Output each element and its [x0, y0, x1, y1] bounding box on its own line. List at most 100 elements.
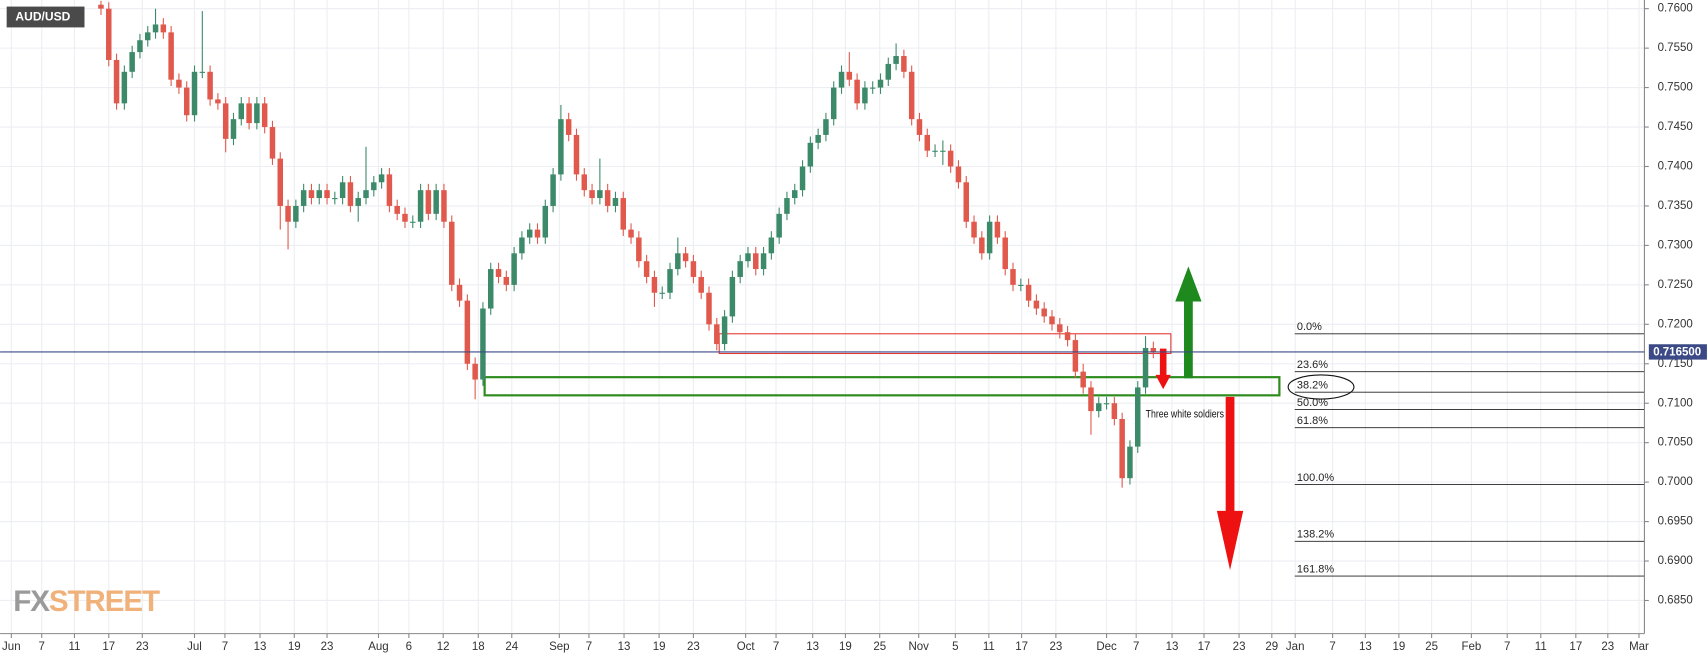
- x-tick-label: 17: [1015, 641, 1028, 653]
- small-down-arrow: [1155, 348, 1171, 390]
- candle-body: [994, 221, 1001, 238]
- candle-body: [308, 190, 315, 199]
- x-tick-label: 25: [1425, 641, 1438, 653]
- candle-body: [768, 237, 775, 254]
- candle-body: [269, 127, 276, 159]
- x-tick-label: Aug: [368, 641, 388, 653]
- x-tick-label: 23: [321, 641, 334, 653]
- x-tick-label: 23: [1233, 641, 1246, 653]
- candle-body: [565, 119, 572, 135]
- candle-body: [971, 221, 977, 238]
- logo-suffix: STREET: [49, 585, 160, 618]
- candle-body: [511, 253, 517, 285]
- candle-body: [737, 261, 743, 277]
- fib-label: 38.2%: [1297, 379, 1328, 391]
- candle-body: [129, 52, 135, 72]
- candle-body: [581, 174, 588, 191]
- candle-body: [1057, 324, 1063, 333]
- y-tick-label: 0.7050: [1658, 437, 1693, 449]
- candle-body: [659, 292, 665, 294]
- candle-body: [1088, 387, 1094, 412]
- candle-body: [862, 87, 868, 104]
- candle-body: [714, 324, 720, 345]
- candle-body: [410, 221, 416, 223]
- candle-body: [106, 8, 112, 60]
- y-tick-label: 0.7400: [1658, 161, 1693, 173]
- candle-body: [986, 221, 993, 254]
- x-tick-label: 5: [952, 641, 958, 653]
- candle-body: [464, 300, 471, 364]
- candle-body: [417, 190, 424, 222]
- candle-body: [799, 166, 806, 191]
- candle-body: [729, 276, 736, 317]
- candle-body: [1103, 403, 1110, 405]
- y-tick-label: 0.7250: [1658, 279, 1693, 291]
- candle-body: [1041, 308, 1047, 317]
- candle-body: [363, 190, 369, 199]
- candle-body: [371, 182, 377, 191]
- candle-body: [137, 40, 143, 53]
- candle-body: [823, 119, 829, 135]
- candle-body: [854, 79, 860, 104]
- candle-body: [378, 174, 385, 183]
- candle-body: [145, 32, 151, 41]
- x-tick-label: 17: [1198, 641, 1211, 653]
- candle-body: [1080, 371, 1086, 388]
- candle-body: [324, 190, 330, 199]
- candle-body: [480, 308, 486, 380]
- symbol-box: [6, 6, 85, 28]
- x-tick-label: Jul: [187, 641, 202, 653]
- candle-body: [643, 261, 650, 277]
- candle-body: [386, 174, 393, 206]
- candle-body: [784, 198, 790, 214]
- y-tick-label: 0.7450: [1658, 121, 1693, 133]
- candle-body: [495, 269, 502, 277]
- x-tick-label: 11: [1535, 641, 1547, 653]
- y-tick-label: 0.7000: [1658, 476, 1693, 488]
- x-tick-label: 13: [1359, 641, 1372, 653]
- candle-body: [916, 119, 923, 135]
- candle-body: [293, 205, 299, 222]
- candle-body: [456, 284, 463, 301]
- zone: [483, 376, 1281, 397]
- candle-body: [869, 87, 876, 89]
- fib-label: 23.6%: [1297, 359, 1328, 371]
- candle-body: [191, 71, 198, 116]
- candle-body: [807, 142, 814, 167]
- candle-body: [183, 87, 190, 116]
- candle-body: [441, 190, 447, 222]
- candle-body: [534, 229, 541, 238]
- candle-body: [526, 229, 533, 238]
- candle-body: [1002, 237, 1008, 270]
- x-tick-label: 13: [618, 641, 631, 653]
- y-tick-label: 0.7550: [1658, 42, 1693, 54]
- candle-body: [1142, 347, 1149, 388]
- candle-body: [1033, 300, 1040, 309]
- candle-body: [1072, 340, 1079, 372]
- candle-body: [628, 229, 634, 238]
- candle-body: [425, 190, 432, 214]
- candle-body: [433, 190, 439, 214]
- candle-body: [589, 190, 595, 199]
- fibonacci: 0.0% 23.6% 38.2% 50.0% 61.8% 100.0% 138.2% 161.…: [1294, 321, 1645, 577]
- candle-body: [1025, 284, 1032, 301]
- x-tick-label: Mar: [1629, 641, 1649, 653]
- candle-body: [877, 79, 884, 88]
- x-tick-label: 13: [254, 641, 267, 653]
- candle-body: [487, 269, 494, 309]
- x-tick-label: 7: [1504, 641, 1510, 653]
- candle-body: [636, 237, 642, 262]
- x-tick-label: 7: [773, 641, 779, 653]
- candle-body: [402, 213, 408, 222]
- candle-body: [160, 24, 167, 33]
- candle-body: [472, 363, 478, 380]
- x-tick-label: Sep: [549, 641, 569, 653]
- logo: FXSTREET: [13, 585, 160, 618]
- down-arrow: [1216, 396, 1244, 571]
- candle-body: [277, 158, 284, 206]
- candle-body: [932, 150, 938, 152]
- candle-body: [339, 182, 346, 199]
- y-tick-label: 0.6950: [1658, 516, 1693, 528]
- x-tick-label: Jun: [2, 641, 21, 653]
